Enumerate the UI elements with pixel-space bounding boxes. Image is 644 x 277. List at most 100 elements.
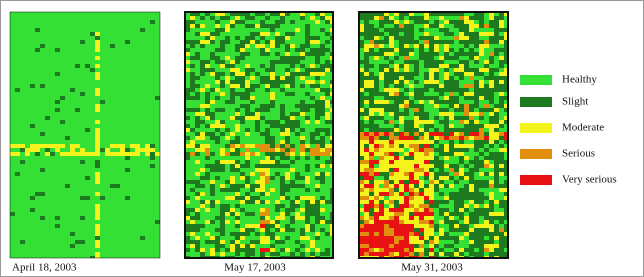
- map-cell: [190, 232, 195, 236]
- map-cell: [419, 48, 424, 52]
- map-cell: [399, 76, 404, 80]
- map-cell: [454, 144, 459, 148]
- map-cell: [240, 144, 245, 148]
- map-cell: [369, 148, 374, 152]
- map-cell: [494, 104, 499, 108]
- map-cell: [384, 48, 389, 52]
- map-cell: [260, 148, 265, 152]
- map-cell: [379, 156, 384, 160]
- map-cell: [255, 152, 260, 156]
- map-cell: [394, 212, 399, 216]
- map-cell: [399, 192, 404, 196]
- map-cell: [315, 56, 320, 60]
- map-cell: [404, 220, 409, 224]
- map-cell: [444, 232, 449, 236]
- map-cell: [125, 196, 130, 200]
- map-cell: [474, 120, 479, 124]
- map-cell: [220, 244, 225, 248]
- map-cell: [469, 144, 474, 148]
- map-cell: [35, 28, 40, 32]
- map-cell: [439, 64, 444, 68]
- map-cell: [280, 108, 285, 112]
- map-cell: [320, 48, 325, 52]
- map-cell: [270, 68, 275, 72]
- map-cell: [230, 248, 235, 252]
- map-cell: [374, 136, 379, 140]
- map-cell: [95, 56, 100, 60]
- map-cell: [379, 164, 384, 168]
- map-cell: [369, 152, 374, 156]
- map-cell: [409, 156, 414, 160]
- map-cell: [444, 28, 449, 32]
- map-cell: [409, 16, 414, 20]
- map-cell: [374, 216, 379, 220]
- map-cell: [449, 176, 454, 180]
- map-cell: [454, 88, 459, 92]
- map-cell: [479, 112, 484, 116]
- map-cell: [200, 88, 205, 92]
- map-background: [10, 12, 160, 258]
- map-cell: [195, 148, 200, 152]
- map-cell: [325, 20, 330, 24]
- map-cell: [95, 232, 100, 236]
- map-cell: [429, 216, 434, 220]
- map-cell: [130, 144, 135, 148]
- map-cell: [379, 64, 384, 68]
- map-cell: [65, 136, 70, 140]
- map-cell: [469, 200, 474, 204]
- map-cell: [235, 76, 240, 80]
- map-cell: [414, 104, 419, 108]
- map-cell: [95, 132, 100, 136]
- map-cell: [210, 100, 215, 104]
- map-cell: [489, 184, 494, 188]
- map-cell: [55, 100, 60, 104]
- map-cell: [384, 148, 389, 152]
- map-cell: [394, 220, 399, 224]
- map-cell: [484, 228, 489, 232]
- map-cell: [195, 92, 200, 96]
- map-cell: [464, 20, 469, 24]
- map-cell: [364, 88, 369, 92]
- map-cell: [245, 128, 250, 132]
- map-cell: [484, 40, 489, 44]
- legend-swatch: [520, 175, 552, 185]
- map-cell: [275, 200, 280, 204]
- map-cell: [235, 140, 240, 144]
- map-cell: [484, 156, 489, 160]
- map-cell: [494, 40, 499, 44]
- map-cell: [135, 148, 140, 152]
- map-cell: [325, 88, 330, 92]
- map-cell: [449, 192, 454, 196]
- map-cell: [210, 188, 215, 192]
- map-cell: [300, 144, 305, 148]
- map-cell: [434, 228, 439, 232]
- map-cell: [220, 72, 225, 76]
- map-cell: [75, 144, 80, 148]
- map-cell: [364, 232, 369, 236]
- map-cell: [240, 48, 245, 52]
- map-cell: [260, 180, 265, 184]
- map-cell: [394, 144, 399, 148]
- map-cell: [235, 196, 240, 200]
- map-cell: [409, 148, 414, 152]
- map-cell: [434, 20, 439, 24]
- map-cell: [489, 72, 494, 76]
- map-cell: [250, 212, 255, 216]
- map-cell: [205, 124, 210, 128]
- map-cell: [384, 56, 389, 60]
- map-cell: [260, 192, 265, 196]
- map-cell: [454, 224, 459, 228]
- map-cell: [419, 16, 424, 20]
- map-cell: [150, 164, 155, 168]
- map-cell: [494, 116, 499, 120]
- map-cell: [205, 68, 210, 72]
- map-cell: [429, 100, 434, 104]
- map-cell: [479, 72, 484, 76]
- map-cell: [414, 164, 419, 168]
- map-cell: [250, 244, 255, 248]
- map-cell: [300, 136, 305, 140]
- map-cell: [315, 144, 320, 148]
- map-cell: [469, 76, 474, 80]
- map-cell: [100, 196, 105, 200]
- map-cell: [484, 196, 489, 200]
